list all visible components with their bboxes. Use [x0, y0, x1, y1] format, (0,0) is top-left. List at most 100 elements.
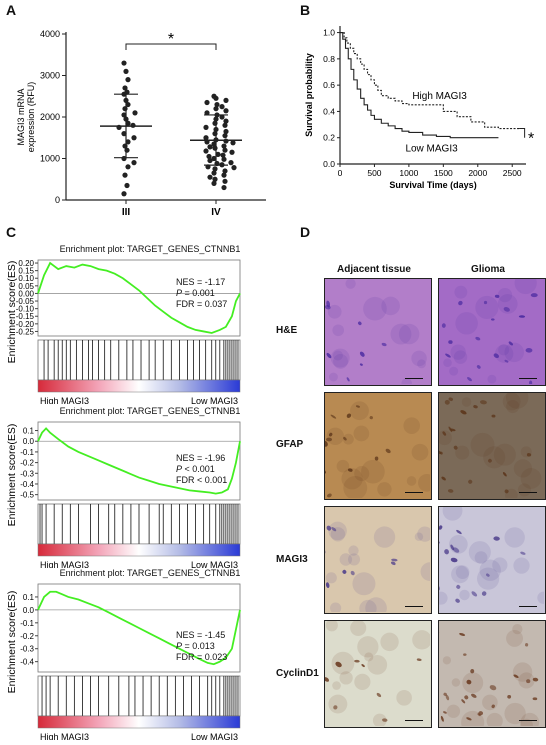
low-magi3-label: Low MAGI3 — [405, 144, 458, 155]
stain-blot — [450, 344, 466, 360]
x-label-low: Low MAGI3 — [191, 560, 238, 568]
cell-nucleus — [494, 294, 500, 298]
data-point — [222, 168, 228, 174]
cell-nucleus — [486, 573, 490, 577]
stain-blot — [365, 597, 387, 612]
data-point — [203, 135, 209, 141]
cell-nucleus — [458, 300, 463, 306]
stain-blot — [357, 636, 379, 658]
data-point — [130, 122, 136, 128]
row-label-he: H&E — [276, 325, 298, 336]
gfap-adjacent-image — [324, 392, 432, 500]
y-tick-label: -0.15 — [16, 312, 35, 321]
stain-blot — [329, 372, 338, 382]
tissue-texture — [325, 621, 430, 726]
y-tick-label: 0.15 — [18, 267, 34, 276]
stain-blot — [417, 526, 430, 542]
stain-blot — [418, 473, 430, 492]
y-tick-label: 0.6 — [323, 80, 335, 90]
stain-blot — [513, 557, 530, 574]
data-point — [122, 106, 128, 112]
cell-nucleus — [385, 448, 391, 454]
stain-blot — [373, 526, 396, 548]
cell-nucleus — [466, 679, 472, 685]
scale-bar — [405, 377, 423, 379]
data-point — [230, 140, 236, 146]
cell-nucleus — [450, 557, 458, 563]
stain-blot — [439, 591, 448, 605]
stain-blot — [352, 572, 376, 596]
cell-nucleus — [471, 693, 477, 698]
data-point — [211, 141, 217, 147]
cell-nucleus — [526, 453, 532, 457]
data-point — [212, 120, 218, 126]
cell-nucleus — [529, 380, 533, 384]
tissue-texture — [441, 279, 538, 384]
stain-blot — [414, 532, 424, 541]
cell-nucleus — [507, 694, 512, 699]
stain-blot — [326, 427, 344, 446]
cell-nucleus — [491, 704, 495, 709]
stain-blot — [327, 304, 342, 319]
stain-blot — [502, 393, 521, 411]
data-point — [212, 176, 218, 182]
cell-nucleus — [359, 351, 365, 357]
y-tick-label: 0.8 — [323, 54, 335, 64]
data-point — [215, 151, 221, 157]
stain-blot — [470, 432, 495, 457]
p-value-text: < 0.001 — [184, 464, 215, 474]
stain-blot — [475, 295, 499, 320]
data-point — [223, 97, 229, 103]
y-tick-label: 0.2 — [323, 133, 335, 143]
stain-blot — [353, 425, 370, 442]
x-tick-label: 500 — [367, 168, 381, 178]
stain-blot — [339, 553, 353, 566]
cell-nucleus — [490, 318, 495, 321]
data-point — [211, 180, 217, 186]
tissue-texture — [439, 507, 544, 605]
y-axis-label: Enrichment score(ES) — [6, 424, 18, 527]
p-value-text: = 0.013 — [184, 641, 215, 651]
cell-nucleus — [440, 715, 444, 722]
nes-value: NES = -1.45 — [176, 630, 226, 640]
significance-bracket — [519, 128, 526, 138]
cell-nucleus — [448, 397, 454, 401]
stain-blot — [462, 672, 484, 694]
plot-frame — [37, 583, 241, 673]
stain-blot — [401, 378, 412, 384]
data-point — [228, 160, 234, 166]
cell-nucleus — [456, 529, 462, 535]
stain-blot — [455, 445, 470, 460]
data-point — [211, 170, 217, 176]
y-tick-label: -0.2 — [20, 459, 34, 468]
data-point — [213, 106, 219, 112]
cell-nucleus — [439, 628, 440, 634]
cell-nucleus — [450, 544, 455, 551]
stain-blot — [506, 629, 523, 647]
cell-nucleus — [476, 365, 481, 369]
cell-nucleus — [390, 561, 396, 566]
stain-blot — [461, 710, 485, 726]
stain-blot — [390, 323, 412, 345]
cell-nucleus — [335, 661, 342, 668]
x-tick-label: 2000 — [468, 168, 487, 178]
cell-nucleus — [504, 489, 509, 494]
stain-blot — [325, 572, 337, 584]
cell-nucleus — [455, 598, 460, 603]
cell-nucleus — [493, 536, 500, 541]
data-point — [125, 120, 131, 126]
stain-blot — [380, 632, 399, 652]
cell-nucleus — [525, 643, 529, 647]
cyclind1-adjacent-image — [324, 620, 432, 728]
cell-nucleus — [453, 445, 458, 450]
cell-nucleus — [504, 359, 509, 363]
cell-nucleus — [448, 340, 453, 344]
y-tick-label: 0.05 — [18, 282, 34, 291]
cell-nucleus — [445, 353, 451, 358]
stain-blot — [520, 712, 540, 726]
stain-blot — [361, 459, 385, 484]
gsea-title-1: Enrichment plot: TARGET_GENES_CTNNB1 — [59, 244, 241, 254]
cell-nucleus — [532, 697, 538, 701]
y-tick-label: 1.0 — [323, 28, 335, 38]
